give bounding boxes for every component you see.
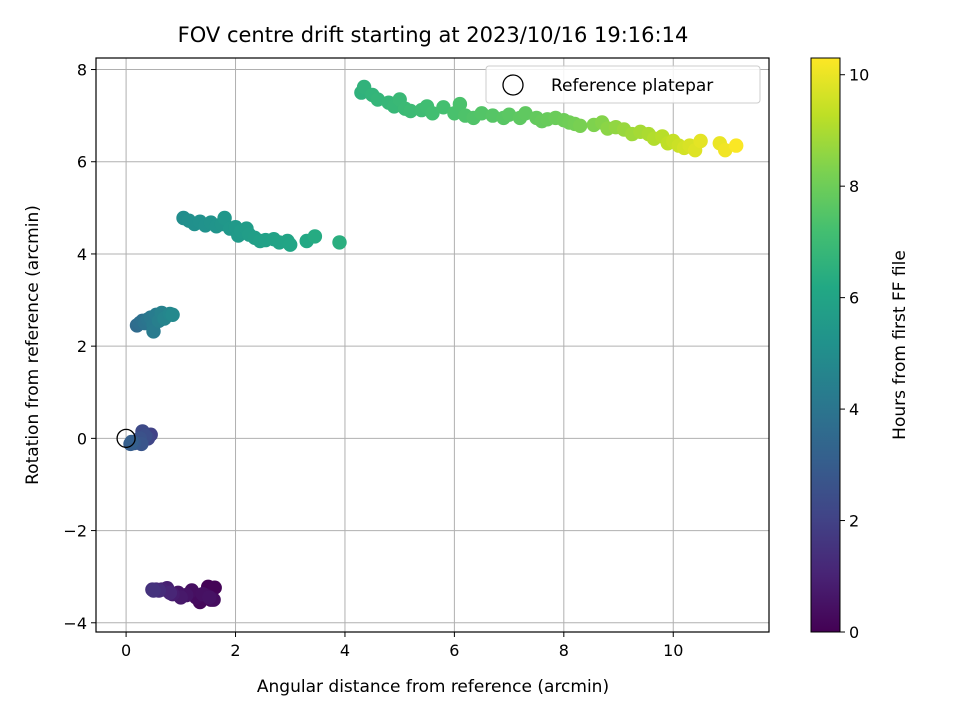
colorbar-tick-label: 6 bbox=[849, 289, 859, 308]
data-point bbox=[165, 307, 180, 322]
colorbar-tick-label: 10 bbox=[849, 66, 869, 85]
x-tick-label: 4 bbox=[340, 641, 350, 660]
colorbar-tick-label: 8 bbox=[849, 177, 859, 196]
y-axis-label: Rotation from reference (arcmin) bbox=[23, 205, 43, 485]
legend-entry-label: Reference platepar bbox=[551, 76, 713, 96]
data-point bbox=[403, 103, 418, 119]
data-point bbox=[146, 324, 161, 339]
data-point bbox=[693, 133, 708, 149]
colorbar-tick-label: 0 bbox=[849, 623, 859, 642]
y-tick-label: 6 bbox=[77, 153, 87, 172]
colorbar-ticks: 0 2 4 6 8 10 bbox=[840, 66, 869, 642]
legend-box bbox=[485, 65, 761, 104]
data-point bbox=[162, 585, 178, 600]
y-tick-label: 2 bbox=[77, 337, 87, 356]
data-point bbox=[217, 210, 232, 226]
data-point bbox=[573, 118, 588, 133]
legend: Reference platepar bbox=[485, 65, 761, 104]
data-point bbox=[485, 108, 500, 123]
colorbar-tick-label: 4 bbox=[849, 400, 859, 419]
x-axis-ticks: 0 2 4 6 8 10 bbox=[121, 632, 683, 660]
x-tick-label: 6 bbox=[449, 641, 459, 660]
data-point bbox=[452, 96, 468, 112]
data-point bbox=[370, 92, 385, 107]
x-axis-label: Angular distance from reference (arcmin) bbox=[257, 677, 609, 697]
x-tick-label: 2 bbox=[230, 641, 240, 660]
y-axis-ticks: −4 −2 0 2 4 6 8 bbox=[63, 61, 96, 633]
y-tick-label: −4 bbox=[63, 614, 87, 633]
reference-point bbox=[116, 428, 136, 449]
data-point bbox=[146, 583, 161, 598]
colorbar-tick-label: 2 bbox=[849, 512, 859, 531]
data-point bbox=[436, 100, 451, 115]
y-tick-label: 8 bbox=[77, 61, 87, 80]
plot-frame bbox=[95, 57, 770, 633]
reference-platepar-marker bbox=[116, 428, 136, 449]
colorbar bbox=[810, 57, 841, 633]
y-tick-label: −2 bbox=[63, 522, 87, 541]
data-point bbox=[283, 237, 298, 252]
y-tick-label: 0 bbox=[77, 429, 87, 448]
data-point bbox=[718, 143, 733, 158]
data-point bbox=[307, 229, 323, 244]
x-tick-label: 8 bbox=[559, 641, 569, 660]
y-tick-label: 4 bbox=[77, 245, 87, 264]
x-tick-label: 10 bbox=[663, 641, 683, 660]
data-point bbox=[425, 106, 440, 121]
data-point bbox=[332, 235, 347, 250]
data-point bbox=[202, 590, 217, 605]
chart-title: FOV centre drift starting at 2023/10/16 … bbox=[178, 23, 689, 47]
data-point bbox=[518, 106, 533, 121]
data-point bbox=[729, 138, 744, 153]
x-tick-label: 0 bbox=[121, 641, 131, 660]
legend-open-circle-marker bbox=[502, 74, 524, 96]
colorbar-label: Hours from first FF file bbox=[890, 250, 910, 440]
scatter-points bbox=[123, 79, 744, 610]
data-point bbox=[501, 107, 517, 122]
data-point bbox=[474, 106, 489, 121]
